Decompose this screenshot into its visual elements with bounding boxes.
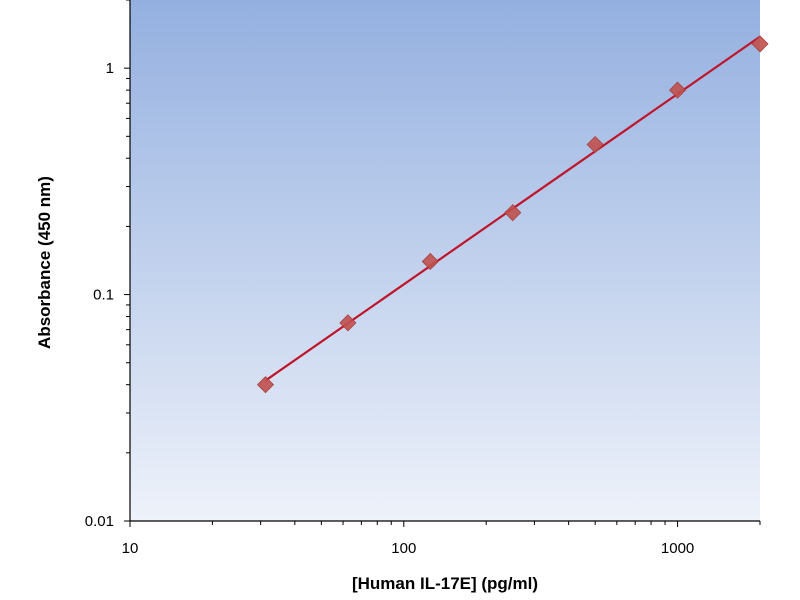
x-axis-title: [Human IL-17E] (pg/ml) <box>352 574 538 593</box>
plot-area <box>130 0 760 521</box>
data-point <box>504 204 522 222</box>
data-point <box>669 81 687 99</box>
y-tick-label: 1 <box>106 60 114 77</box>
x-tick-label: 10 <box>122 540 139 557</box>
data-point <box>586 135 604 154</box>
x-tick-label: 100 <box>391 540 416 557</box>
ticks-layer: 10 100 1000 0.01 0.1 1 <box>85 0 761 557</box>
axes-layer <box>129 0 760 522</box>
data-point <box>421 252 439 271</box>
data-point <box>256 376 275 394</box>
data-point <box>339 314 357 332</box>
data-points-layer <box>256 35 769 394</box>
data-point <box>751 35 769 53</box>
x-tick-label: 1000 <box>661 540 694 557</box>
y-tick-label: 0.1 <box>93 287 114 304</box>
y-axis-title: Absorbance (450 nm) <box>35 176 54 349</box>
y-tick-label: 0.01 <box>85 513 114 530</box>
